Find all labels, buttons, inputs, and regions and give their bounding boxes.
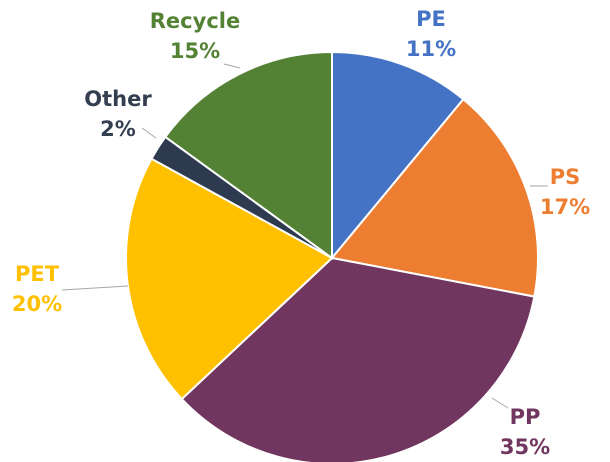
- pie-slice: [331, 50, 465, 261]
- slice-label: PET: [15, 262, 60, 286]
- pie-slice: [125, 157, 334, 401]
- slice-label: Other: [84, 87, 152, 111]
- slice-label: Recycle: [150, 9, 240, 33]
- pie-slice: [330, 97, 539, 298]
- slice-value-label: 11%: [406, 37, 456, 61]
- slice-label: PP: [510, 405, 541, 429]
- leader-line: [61, 285, 129, 291]
- slice-value-label: 2%: [100, 117, 136, 141]
- pie-slice: [163, 50, 333, 260]
- slice-label: PE: [416, 7, 446, 31]
- leader-line: [491, 397, 509, 409]
- pie-slice: [180, 256, 536, 462]
- leader-line: [141, 127, 157, 139]
- slice-value-label: 17%: [540, 195, 590, 219]
- slice-value-label: 15%: [170, 39, 220, 63]
- slice-value-label: 20%: [12, 292, 62, 316]
- slice-value-label: 35%: [500, 435, 550, 459]
- slice-label: PS: [550, 165, 581, 189]
- leader-line: [223, 63, 241, 69]
